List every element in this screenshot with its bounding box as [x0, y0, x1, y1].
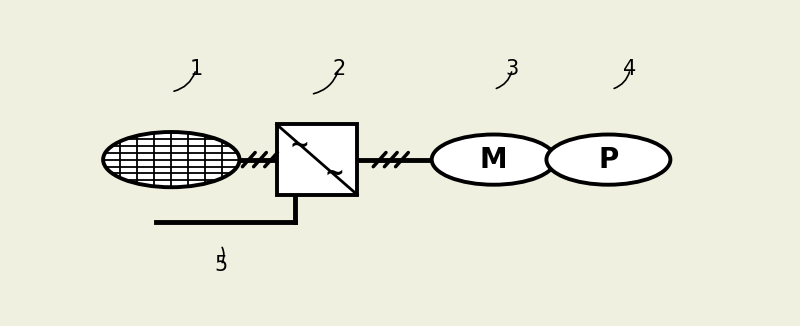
Text: 3: 3 — [506, 59, 519, 79]
Circle shape — [103, 132, 239, 187]
Bar — [277, 125, 358, 195]
Text: 4: 4 — [623, 59, 637, 79]
Text: P: P — [598, 146, 618, 174]
Text: 5: 5 — [214, 255, 227, 275]
Text: 2: 2 — [332, 59, 346, 79]
Text: 1: 1 — [190, 59, 202, 79]
Circle shape — [432, 135, 556, 185]
Text: ~: ~ — [290, 134, 309, 157]
Text: M: M — [480, 146, 507, 174]
Circle shape — [546, 135, 670, 185]
Text: ~: ~ — [325, 162, 345, 186]
